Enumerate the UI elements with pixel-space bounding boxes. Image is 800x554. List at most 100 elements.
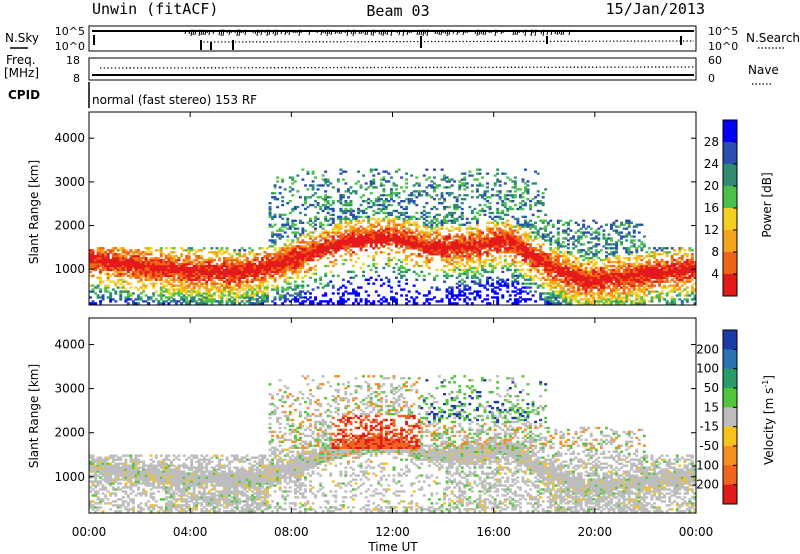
range-gate-cell [384, 300, 388, 303]
range-gate-cell [172, 262, 176, 266]
range-gate-cell [326, 219, 330, 222]
range-gate-cell [450, 257, 454, 260]
range-gate-cell [534, 274, 538, 278]
range-gate-cell [607, 292, 611, 295]
range-gate-cell [283, 260, 287, 264]
range-gate-cell [427, 225, 431, 228]
range-gate-cell [463, 223, 467, 226]
range-gate-cell [367, 198, 371, 201]
range-gate-cell [465, 217, 469, 221]
range-gate-cell [405, 270, 409, 274]
range-gate-cell [455, 243, 459, 246]
range-gate-cell [341, 235, 345, 238]
range-gate-cell [218, 290, 221, 293]
range-gate-cell [607, 298, 611, 301]
range-gate-cell [594, 270, 598, 274]
range-gate-cell [473, 282, 477, 285]
range-gate-cell [541, 192, 545, 195]
range-gate-cell [476, 270, 479, 274]
range-gate-cell [521, 178, 525, 181]
range-gate-cell [114, 270, 118, 274]
range-gate-cell [516, 188, 520, 191]
range-gate-cell [364, 239, 368, 242]
range-gate-cell [233, 270, 237, 274]
range-gate-cell [405, 211, 409, 215]
range-gate-cell [341, 237, 345, 240]
range-gate-cell [567, 274, 570, 278]
range-gate-cell [397, 258, 401, 262]
range-gate-cell [488, 253, 492, 256]
range-gate-cell [104, 286, 108, 289]
range-gate-cell [248, 298, 252, 301]
range-gate-cell [511, 241, 515, 244]
range-gate-cell [326, 264, 330, 268]
noise-spike [546, 36, 548, 44]
range-gate-cell [94, 258, 98, 262]
range-gate-cell [562, 237, 565, 240]
range-gate-cell [508, 268, 512, 272]
range-gate-cell [387, 280, 391, 283]
range-gate-cell [612, 294, 616, 297]
range-gate-cell [541, 276, 545, 279]
range-gate-cell [539, 209, 543, 213]
range-gate-cell [397, 251, 401, 254]
range-gate-cell [415, 203, 419, 207]
range-gate-cell [405, 239, 409, 242]
range-gate-cell [372, 302, 376, 305]
range-gate-cell [526, 188, 530, 191]
range-gate-cell [458, 247, 462, 250]
range-gate-cell [599, 272, 603, 276]
range-gate-cell [139, 272, 143, 276]
range-gate-cell [212, 258, 216, 262]
range-gate-cell [281, 247, 285, 250]
range-gate-cell [309, 237, 312, 240]
range-gate-cell [405, 219, 409, 222]
range-gate-cell [354, 219, 358, 222]
range-gate-cell [488, 202, 492, 205]
range-gate-cell [162, 264, 166, 268]
range-gate-cell [549, 260, 553, 264]
range-gate-cell [212, 280, 216, 283]
range-gate-cell [154, 272, 158, 276]
range-gate-cell [556, 237, 560, 240]
range-gate-cell [243, 268, 247, 272]
range-gate-cell [511, 245, 515, 248]
range-gate-cell [430, 225, 434, 228]
range-gate-cell [589, 247, 593, 250]
range-gate-cell [240, 266, 244, 270]
range-gate-cell [397, 235, 401, 238]
range-gate-cell [448, 274, 452, 278]
range-gate-cell [468, 243, 472, 246]
range-gate-cell [367, 255, 371, 258]
range-gate-cell [349, 209, 353, 213]
range-gate-cell [278, 186, 282, 189]
range-gate-cell [511, 272, 515, 276]
range-gate-cell [359, 266, 363, 270]
range-gate-cell [513, 243, 517, 246]
range-gate-cell [291, 178, 295, 181]
range-gate-cell [309, 257, 312, 260]
range-gate-cell [273, 280, 277, 283]
range-gate-cell [296, 270, 300, 274]
range-gate-cell [286, 264, 290, 268]
range-gate-cell [162, 266, 166, 270]
range-gate-cell [372, 255, 376, 258]
range-gate-cell [215, 272, 219, 276]
range-gate-cell [372, 233, 376, 236]
range-gate-cell [493, 245, 497, 248]
range-gate-cell [261, 272, 264, 276]
range-gate-cell [534, 257, 538, 260]
range-gate-cell [149, 272, 153, 276]
range-gate-cell [357, 239, 361, 242]
range-gate-cell [344, 290, 348, 293]
range-gate-cell [329, 203, 333, 207]
range-gate-cell [536, 202, 540, 205]
range-gate-cell [569, 270, 573, 274]
range-gate-cell [481, 207, 484, 211]
range-gate-cell [367, 219, 371, 222]
range-gate-cell [271, 196, 275, 199]
range-gate-cell [369, 192, 373, 195]
range-gate-cell [592, 231, 596, 234]
range-gate-cell [114, 284, 118, 287]
range-gate-cell [407, 200, 411, 203]
